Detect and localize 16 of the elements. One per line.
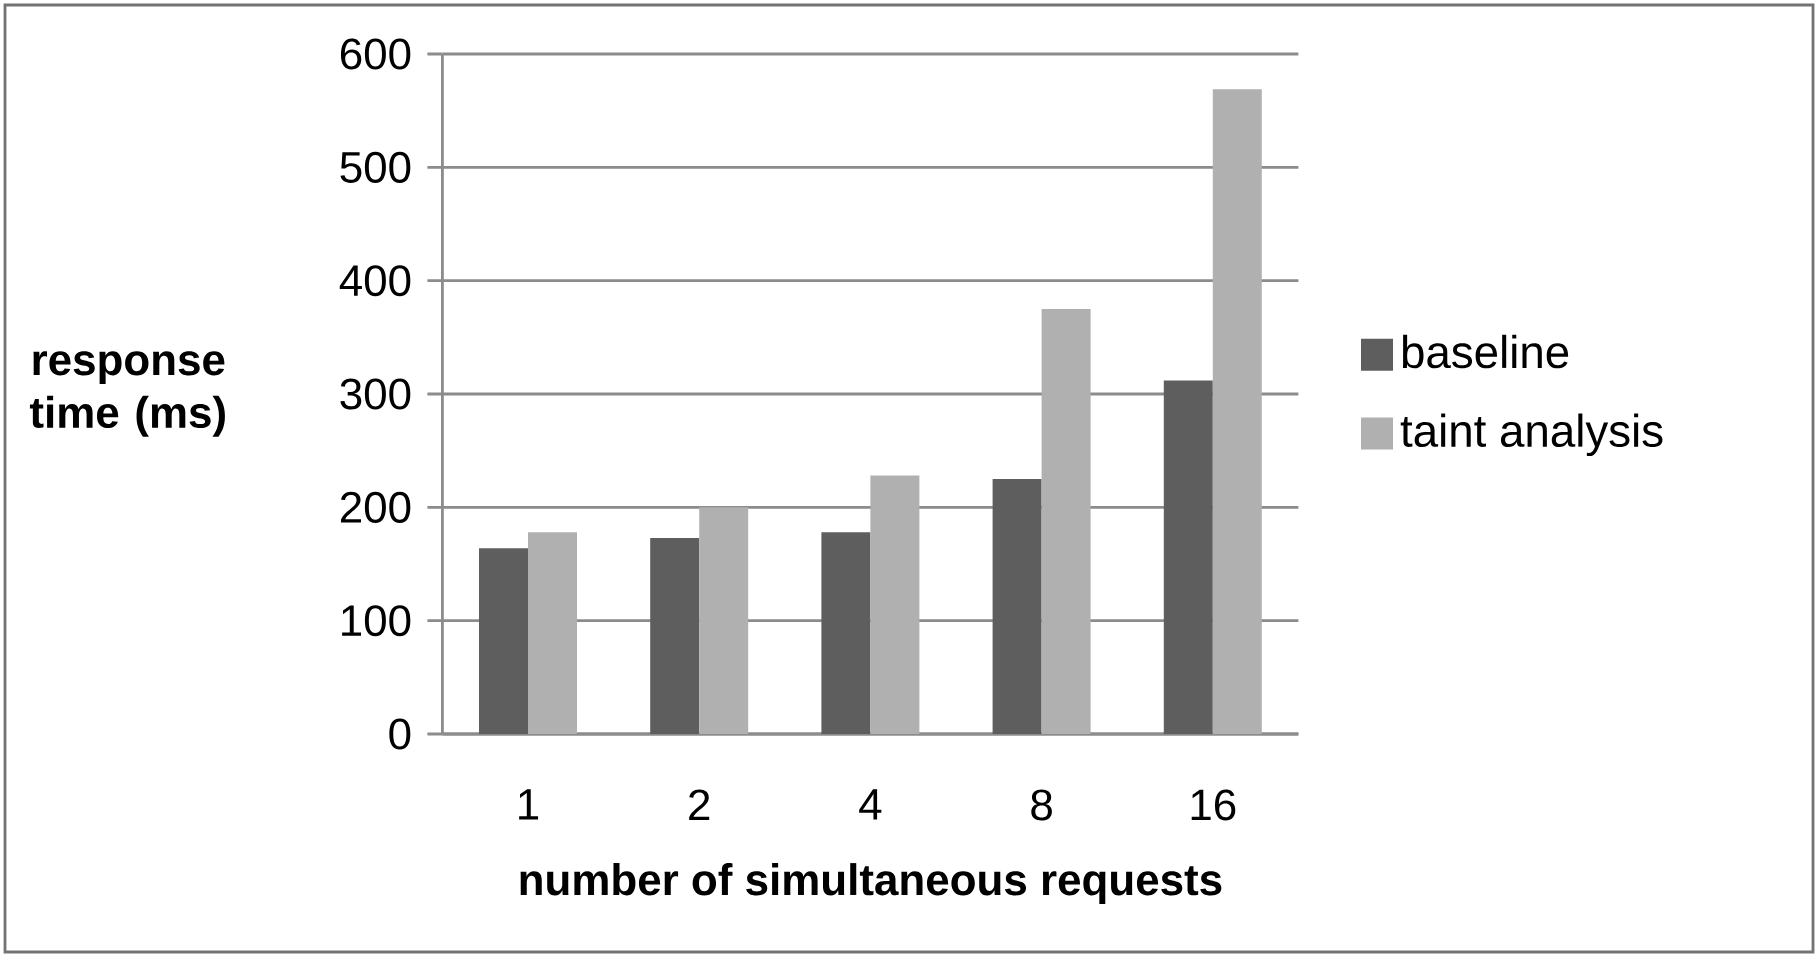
x-tick-label: 4 xyxy=(859,789,882,820)
x-tick-label: 8 xyxy=(1031,789,1052,821)
legend-label: baseline xyxy=(1402,334,1569,369)
y-tick-label: 500 xyxy=(340,151,411,183)
y-tick-label: 400 xyxy=(339,265,411,297)
y-tick-label: 100 xyxy=(342,605,411,637)
y-tick-label: 200 xyxy=(340,491,411,523)
legend-label: taint analysis xyxy=(1400,413,1663,457)
y-tick-label: 300 xyxy=(340,378,411,410)
y-tick-label: 0 xyxy=(389,718,411,750)
x-tick-label: 2 xyxy=(689,789,710,821)
y-tick-label: 600 xyxy=(340,38,411,70)
y-axis-title: response time (ms) xyxy=(29,351,225,437)
x-tick-label: 16 xyxy=(1191,789,1236,821)
x-tick-label: 1 xyxy=(519,789,539,820)
x-axis-title: number of simultaneous requests xyxy=(520,863,1222,905)
